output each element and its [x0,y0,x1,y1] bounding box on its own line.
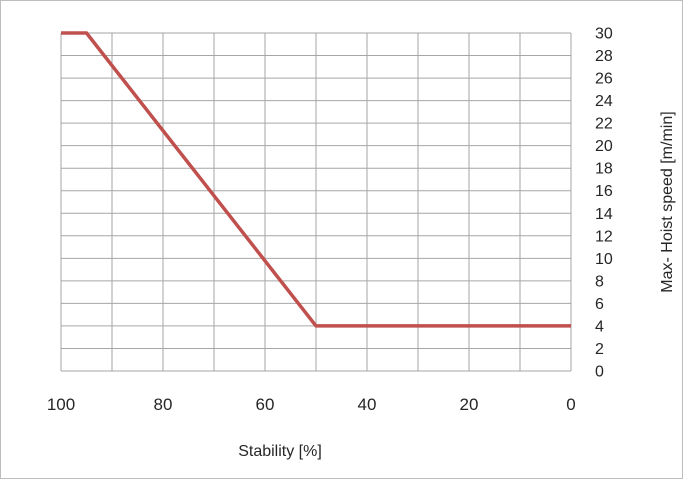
y-tick-label: 14 [595,206,613,223]
x-tick-label: 100 [47,395,75,414]
y-tick-label: 24 [595,93,613,110]
y-tick-label: 4 [595,318,604,335]
grid [60,32,572,372]
x-tick-label: 40 [358,395,377,414]
x-tick-label: 20 [460,395,479,414]
y-tick-label: 30 [595,26,613,43]
y-tick-label: 28 [595,48,613,65]
y-tick-label: 0 [595,364,604,381]
x-tick-label: 0 [566,395,575,414]
series-group [61,31,571,328]
x-tick-label: 80 [154,395,173,414]
y-tick-label: 26 [595,71,613,88]
x-axis-label: Stability [%] [238,443,322,460]
y-tick-label: 12 [595,228,613,245]
y-tick-label: 8 [595,273,604,290]
y-tick-label: 2 [595,341,604,358]
y-tick-label: 22 [595,116,613,133]
y-tick-label: 18 [595,161,613,178]
y-tick-label: 10 [595,251,613,268]
y-axis-label: Max- Hoist speed [m/min] [659,111,676,292]
y-tick-label: 20 [595,138,613,155]
y-tick-label: 16 [595,183,613,200]
x-tick-labels: 100 80 60 40 20 0 [47,395,576,414]
y-tick-label: 6 [595,296,604,313]
series-line [61,31,571,328]
x-tick-label: 60 [256,395,275,414]
